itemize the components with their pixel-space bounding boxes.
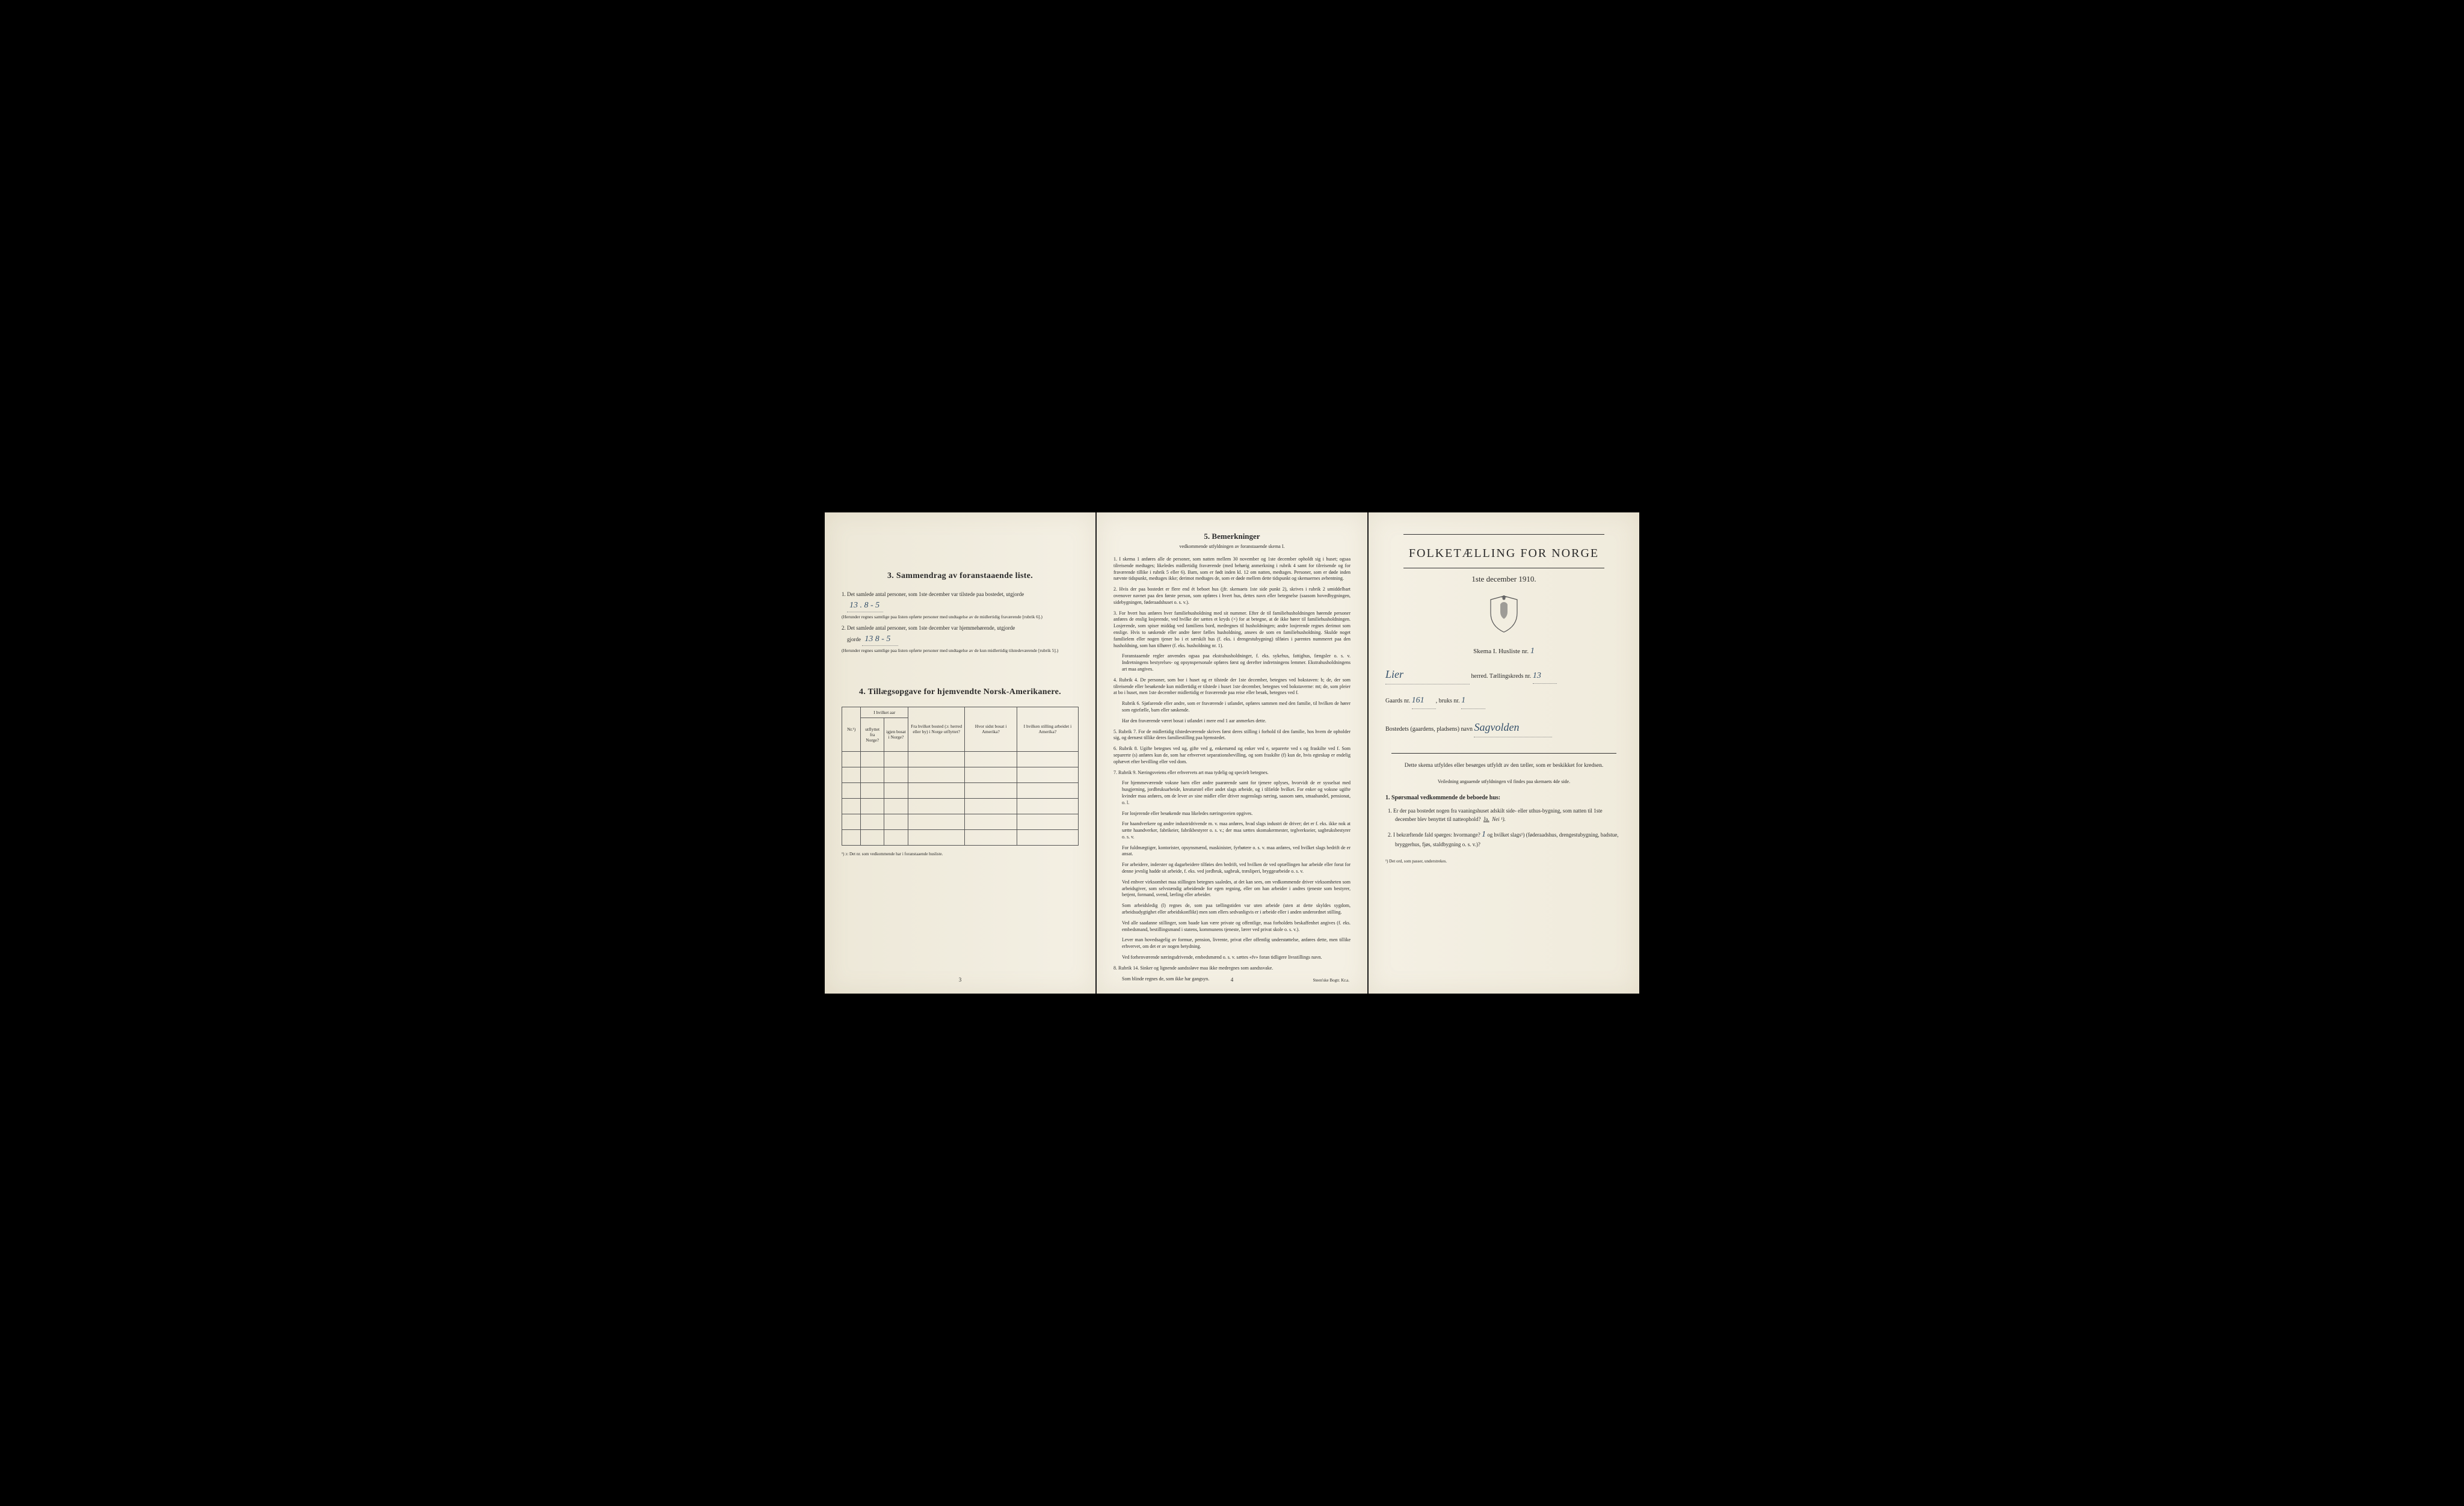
rule-item: 3. For hvert hus anføres hver familiehus…: [1113, 610, 1351, 650]
item2-text: Det samlede antal personer, som 1ste dec…: [847, 625, 1015, 631]
summary-item-2: 2. Det samlede antal personer, som 1ste …: [842, 624, 1079, 653]
rule-item: 6. Rubrik 8. Ugifte betegnes ved ug, gif…: [1113, 746, 1351, 765]
census-date: 1ste december 1910.: [1385, 574, 1622, 584]
skema-label: Skema I. Husliste nr.: [1473, 648, 1529, 655]
rule-sub: Ved enhver virksomhet maa stillingen bet…: [1122, 879, 1351, 899]
table-row: [842, 829, 1079, 845]
th-where: Hvor sidst bosat i Amerika?: [965, 707, 1017, 751]
item2-value: 13 8 - 5: [864, 635, 890, 644]
rules-list: 1. I skema 1 anføres alle de personer, s…: [1113, 556, 1351, 982]
bosted-value: Sagvolden: [1474, 721, 1519, 733]
page-center: 5. Bemerkninger vedkommende utfyldningen…: [1097, 512, 1367, 994]
section3-title: 3. Sammendrag av foranstaaende liste.: [842, 571, 1079, 581]
rule-sub: Ved alle saadanne stillinger, som baade …: [1122, 920, 1351, 933]
th-returned: igjen bosat i Norge?: [884, 718, 908, 751]
rule-item: 4. Rubrik 4. De personer, som bor i huse…: [1113, 677, 1351, 696]
rule-item: 5. Rubrik 7. For de midlertidig tilstede…: [1113, 729, 1351, 742]
instructions-2: Veiledning angaaende utfyldningen vil fi…: [1385, 778, 1622, 785]
herred-label: herred. Tællingskreds nr.: [1471, 673, 1532, 680]
rule-item: 7. Rubrik 9. Næringsveiens eller erhverv…: [1113, 770, 1351, 776]
page-number-3: 3: [959, 977, 962, 983]
rule-sub: Som arbeidsledig (l) regnes de, som paa …: [1122, 903, 1351, 916]
table-footnote: ¹) ɔ: Det nr. som vedkommende har i fora…: [842, 852, 1079, 856]
rule-sub: For fuldmægtiger, kontorister, opsynsmæn…: [1122, 845, 1351, 858]
q2-text: 2. I bekræftende fald spørges: hvormange…: [1388, 832, 1480, 838]
q2-value: 1: [1482, 830, 1486, 839]
th-year: I hvilket aar: [861, 707, 908, 718]
section5-title: 5. Bemerkninger: [1113, 532, 1351, 541]
rule-sub: Rubrik 6. Sjøfarende eller andre, som er…: [1122, 701, 1351, 714]
main-title: FOLKETÆLLING FOR NORGE: [1385, 547, 1622, 561]
th-occupation: I hvilken stilling arbeidet i Amerika?: [1017, 707, 1078, 751]
table-row: [842, 751, 1079, 767]
bosted-label: Bostedets (gaardens, pladsens) navn: [1385, 726, 1473, 733]
table-row: [842, 798, 1079, 814]
q1-ja: Ja.: [1483, 816, 1489, 822]
table-row: [842, 814, 1079, 829]
instructions-1: Dette skema utfyldes eller besørges utfy…: [1385, 762, 1622, 770]
rule-sub: Ved forhenværende næringsdrivende, embed…: [1122, 954, 1351, 961]
footnote-3: ¹) Det ord, som passer, understrekes.: [1385, 859, 1622, 864]
rule-line: [1403, 534, 1604, 535]
page-left: 3. Sammendrag av foranstaaende liste. 1.…: [825, 512, 1095, 994]
skema-line: Skema I. Husliste nr. 1: [1385, 647, 1622, 656]
gaards-nr: 161: [1412, 693, 1436, 708]
page-number-4: 4: [1231, 977, 1234, 983]
rule-item: 8. Rubrik 14. Sinker og lignende aandssl…: [1113, 965, 1351, 972]
page-right: FOLKETÆLLING FOR NORGE 1ste december 191…: [1369, 512, 1639, 994]
rule-line: [1391, 753, 1616, 754]
th-emigrated: utflyttet fra Norge?: [861, 718, 884, 751]
table-row: [842, 782, 1079, 798]
bosted-line: Bostedets (gaardens, pladsens) navn Sagv…: [1385, 718, 1622, 737]
summary-item-1: 1. Det samlede antal personer, som 1ste …: [842, 591, 1079, 619]
question-2: 2. I bekræftende fald spørges: hvormange…: [1395, 828, 1622, 849]
section4-title: 4. Tillægsopgave for hjemvendte Norsk-Am…: [842, 687, 1079, 697]
item2-note: (Herunder regnes samtlige paa listen opf…: [842, 648, 1079, 654]
section5-sub: vedkommende utfyldningen av foranstaaend…: [1113, 544, 1351, 549]
bruks-nr: 1: [1461, 693, 1485, 708]
rule-sub: For losjerende eller besøkende maa likel…: [1122, 811, 1351, 817]
th-from: Fra hvilket bosted (ɔ: herred eller by) …: [908, 707, 965, 751]
rule-sub: For haandverkere og andre industridriven…: [1122, 821, 1351, 840]
rule-sub: Har den fraværende været bosat i utlande…: [1122, 718, 1351, 725]
rule-sub: Lever man hovedsagelig av formue, pensio…: [1122, 937, 1351, 950]
document-spread: 3. Sammendrag av foranstaaende liste. 1.…: [825, 512, 1639, 994]
herred-line: Lier herred. Tællingskreds nr. 13: [1385, 665, 1622, 684]
husliste-nr: 1: [1530, 647, 1535, 656]
rule-sub: For hjemmeværende voksne barn eller andr…: [1122, 780, 1351, 806]
herred-value: Lier: [1385, 668, 1403, 680]
rule-item: 1. I skema 1 anføres alle de personer, s…: [1113, 556, 1351, 582]
gaards-label: Gaards nr.: [1385, 698, 1410, 704]
rule-sub: Foranstaaende regler anvendes ogsaa paa …: [1122, 653, 1351, 672]
emigrant-table: Nr.¹) I hvilket aar Fra hvilket bosted (…: [842, 707, 1079, 846]
question-1: 1. Er der paa bostedet nogen fra vaaning…: [1395, 807, 1622, 823]
th-nr: Nr.¹): [842, 707, 861, 751]
questions-header: 1. Spørsmaal vedkommende de beboede hus:: [1385, 794, 1622, 801]
item1-note: (Herunder regnes samtlige paa listen opf…: [842, 614, 1079, 620]
item1-text: Det samlede antal personer, som 1ste dec…: [847, 591, 1024, 597]
coat-of-arms-icon: [1385, 595, 1622, 636]
rule-item: 2. Hvis der paa bostedet er flere end ét…: [1113, 586, 1351, 606]
table-row: [842, 767, 1079, 782]
rule-sub: For arbeidere, inderster og dagarbeidere…: [1122, 862, 1351, 875]
item1-value: 13 . 8 - 5: [849, 601, 879, 610]
q1-nei: Nei ¹).: [1492, 816, 1506, 822]
kreds-nr: 13: [1533, 668, 1557, 684]
gaards-line: Gaards nr. 161, bruks nr. 1: [1385, 693, 1622, 708]
bruks-label: bruks nr.: [1439, 698, 1460, 704]
printer-mark: Steen'ske Bogtr. Kr.a.: [1313, 978, 1349, 983]
